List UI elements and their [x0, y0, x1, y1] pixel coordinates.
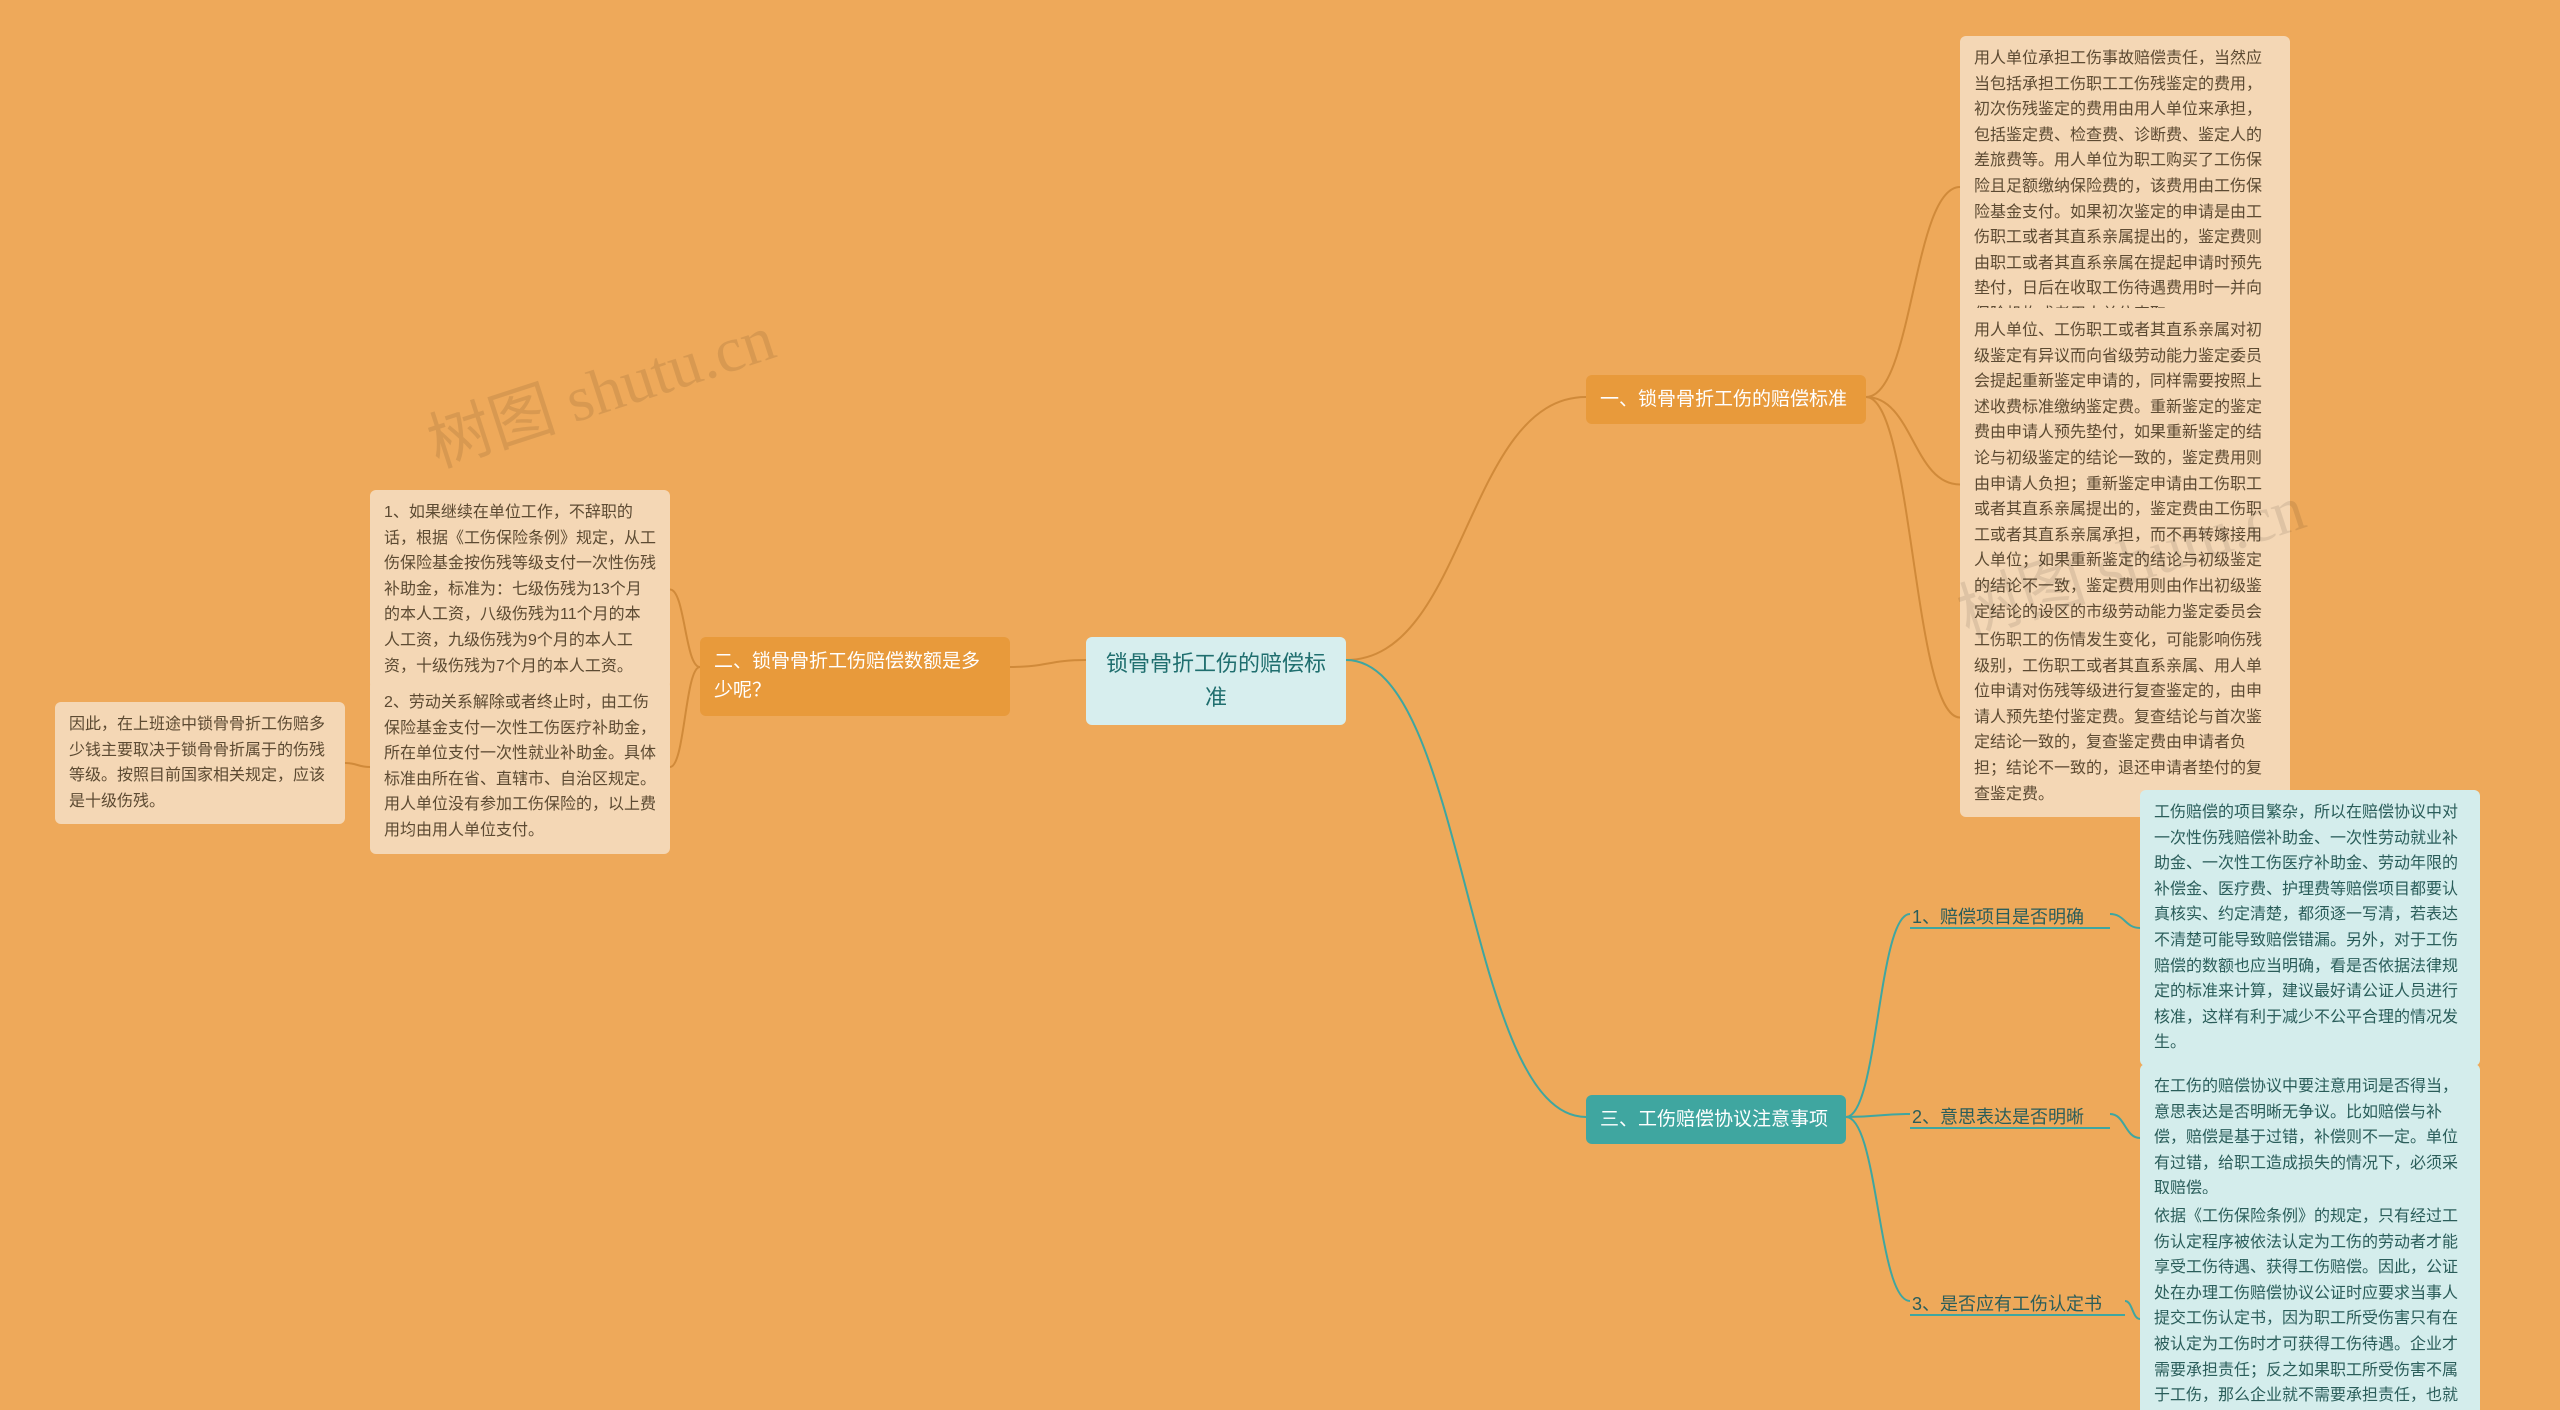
leaf-node: 1、如果继续在单位工作，不辞职的话，根据《工伤保险条例》规定，从工伤保险基金按伤…: [370, 490, 670, 689]
leaf-node: 用人单位承担工伤事故赔偿责任，当然应当包括承担工伤职工工伤残鉴定的费用，初次伤残…: [1960, 36, 2290, 338]
leaf-label: 2、意思表达是否明晰: [1910, 1100, 2110, 1136]
leaf-label: 1、赔偿项目是否明确: [1910, 900, 2110, 936]
leaf-node: 因此，在上班途中锁骨骨折工伤赔多少钱主要取决于锁骨骨折属于的伤残等级。按照目前国…: [55, 702, 345, 824]
leaf-node: 在工伤的赔偿协议中要注意用词是否得当，意思表达是否明晰无争议。比如赔偿与补偿，赔…: [2140, 1064, 2480, 1212]
leaf-node: 用人单位、工伤职工或者其直系亲属对初级鉴定有异议而向省级劳动能力鉴定委员会提起重…: [1960, 308, 2290, 661]
leaf-node: 2、劳动关系解除或者终止时，由工伤保险基金支付一次性工伤医疗补助金，所在单位支付…: [370, 680, 670, 854]
leaf-node: 工伤职工的伤情发生变化，可能影响伤残级别，工伤职工或者其直系亲属、用人单位申请对…: [1960, 618, 2290, 817]
branch-node: 三、工伤赔偿协议注意事项: [1586, 1095, 1846, 1144]
branch-node: 二、锁骨骨折工伤赔偿数额是多少呢？: [700, 637, 1010, 716]
center-node: 锁骨骨折工伤的赔偿标准: [1086, 637, 1346, 725]
branch-node: 一、锁骨骨折工伤的赔偿标准: [1586, 375, 1866, 424]
leaf-label: 3、是否应有工伤认定书: [1910, 1287, 2125, 1323]
leaf-node: 工伤赔偿的项目繁杂，所以在赔偿协议中对一次性伤残赔偿补助金、一次性劳动就业补助金…: [2140, 790, 2480, 1066]
leaf-node: 依据《工伤保险条例》的规定，只有经过工伤认定程序被依法认定为工伤的劳动者才能享受…: [2140, 1194, 2480, 1410]
